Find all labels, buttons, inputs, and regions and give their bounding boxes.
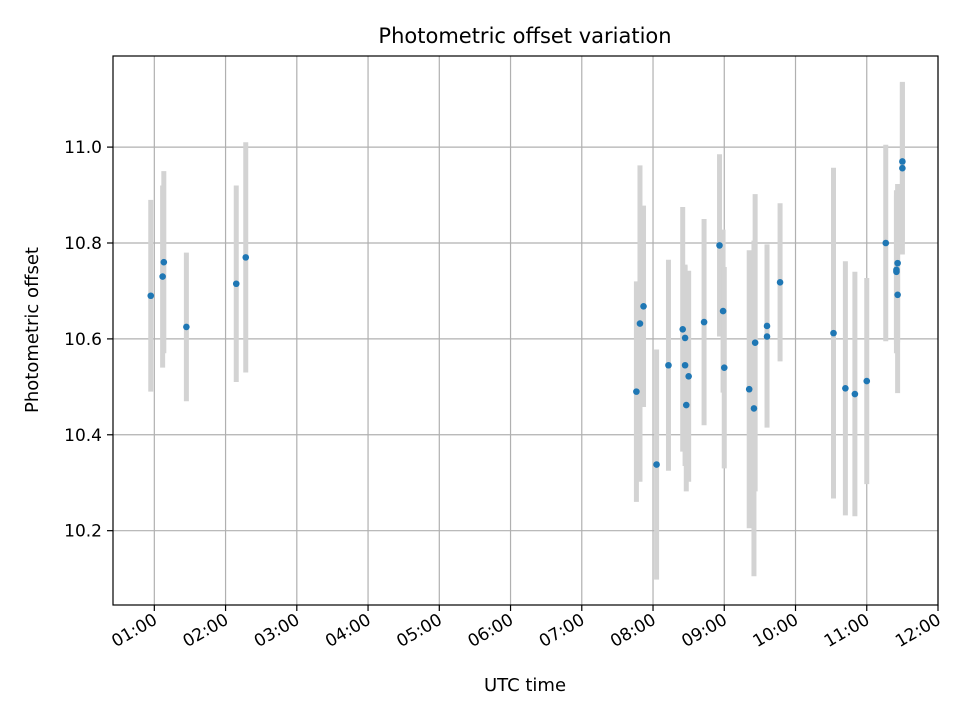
data-point (842, 384, 849, 392)
data-point (882, 239, 890, 247)
data-point (147, 292, 155, 300)
data-point (681, 334, 689, 342)
data-point (776, 279, 784, 286)
data-point (685, 372, 692, 380)
y-tick-label: 10.8 (64, 234, 102, 254)
data-point (751, 339, 759, 347)
data-point (763, 322, 771, 330)
data-point (159, 273, 166, 280)
y-tick-label: 10.4 (64, 426, 102, 446)
data-point (863, 377, 871, 385)
data-point (232, 280, 240, 288)
data-point (720, 364, 728, 371)
data-point (633, 388, 640, 395)
y-tick-label: 11.0 (64, 138, 102, 158)
data-point (160, 258, 168, 266)
data-point (636, 320, 644, 327)
data-point (830, 329, 837, 337)
x-axis-title: UTC time (484, 675, 566, 696)
data-point (894, 259, 901, 267)
data-point (681, 361, 689, 369)
data-point (183, 323, 190, 331)
chart-title: Photometric offset variation (378, 24, 671, 48)
plot-area-frame (112, 55, 939, 606)
data-points (147, 158, 906, 468)
data-point (700, 318, 708, 326)
data-point (763, 333, 771, 340)
data-point (665, 361, 672, 369)
data-point (899, 164, 906, 172)
y-tick-label: 10.6 (64, 330, 102, 350)
data-point (745, 385, 753, 393)
data-point (851, 390, 859, 398)
y-axis-title: Photometric offset (22, 247, 43, 413)
data-point (899, 158, 906, 165)
data-point (653, 461, 660, 468)
data-point (679, 326, 687, 333)
data-point (682, 401, 690, 409)
y-tick-label: 10.2 (64, 522, 102, 542)
data-point (719, 307, 727, 315)
y-axis: 10.2 10.4 10.6 10.8 11.0 (64, 138, 113, 542)
data-point (894, 291, 901, 299)
data-point (893, 266, 900, 274)
data-point (640, 302, 647, 310)
data-point (242, 254, 250, 261)
data-point (750, 405, 758, 412)
data-point (716, 242, 723, 249)
